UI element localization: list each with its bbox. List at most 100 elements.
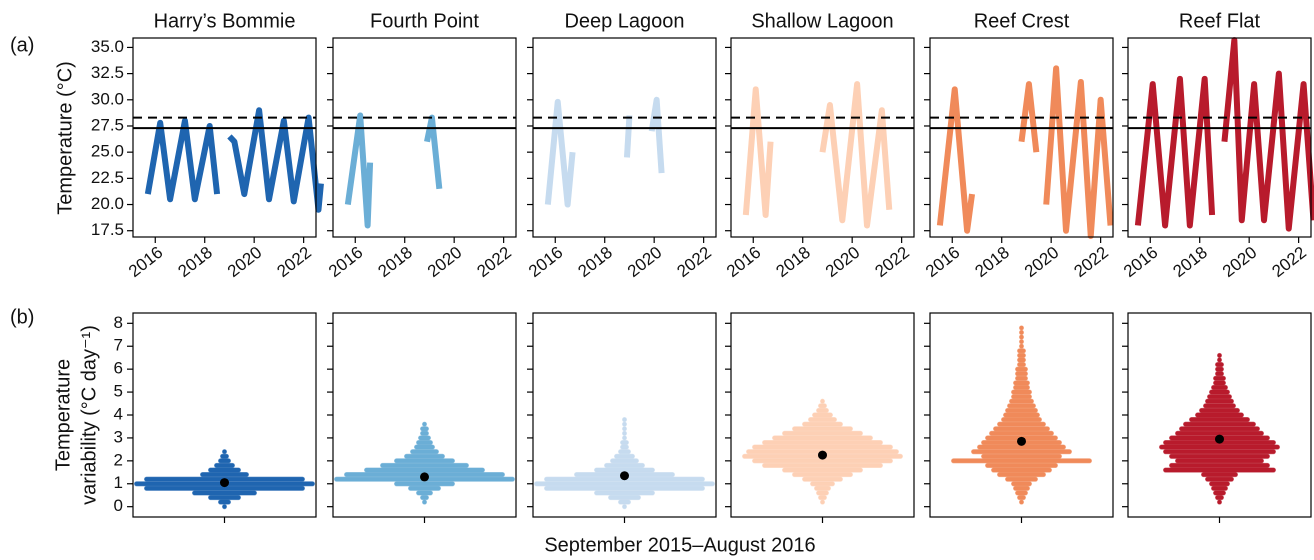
swarm-row bbox=[1215, 371, 1224, 377]
swarm-row bbox=[1013, 384, 1030, 391]
x-tick-label: 2016 bbox=[1120, 243, 1162, 281]
panel-frame bbox=[929, 312, 1114, 518]
swarm-row bbox=[594, 490, 655, 496]
x-tick-label: 2016 bbox=[525, 243, 567, 281]
swarm-row bbox=[1017, 494, 1026, 501]
x-tick-label: 2020 bbox=[1219, 243, 1261, 281]
swarm-row bbox=[1019, 334, 1024, 340]
panel-title: Harry’s Bommie bbox=[154, 10, 296, 32]
swarm-row bbox=[1163, 467, 1276, 473]
y-tick-label: 2 bbox=[114, 450, 123, 469]
y-tick-label: 6 bbox=[114, 359, 123, 378]
swarm-row bbox=[380, 462, 469, 468]
swarm-row bbox=[802, 476, 843, 482]
swarm-row bbox=[993, 426, 1050, 432]
mean-point bbox=[818, 450, 827, 460]
swarm-row bbox=[622, 435, 627, 441]
swarm-row bbox=[420, 426, 429, 432]
swarm-row bbox=[416, 490, 433, 496]
y-tick-label: 30.0 bbox=[91, 89, 124, 108]
y-axis-label: Temperature bbox=[52, 359, 74, 471]
swarm-row bbox=[820, 398, 825, 404]
swarm-row bbox=[1017, 348, 1026, 354]
x-tick-label: 2016 bbox=[325, 243, 367, 281]
swarm-row bbox=[544, 485, 705, 491]
swarm-row bbox=[618, 449, 631, 455]
mean-point bbox=[1017, 436, 1026, 446]
swarm-row bbox=[1011, 394, 1032, 400]
swarm-row bbox=[1159, 444, 1280, 450]
swarm-row bbox=[1019, 499, 1024, 505]
swarm-row bbox=[810, 481, 835, 487]
x-tick-label: 2020 bbox=[624, 243, 666, 281]
swarm-row bbox=[1217, 357, 1222, 363]
swarm-row bbox=[618, 499, 631, 505]
temperature-line bbox=[648, 96, 665, 174]
temperature-line bbox=[623, 115, 633, 158]
y-tick-label: 25.0 bbox=[91, 142, 124, 161]
swarm-row bbox=[818, 494, 827, 501]
swarm-row bbox=[1019, 339, 1024, 345]
swarm-row bbox=[534, 481, 715, 487]
panel-frame bbox=[532, 37, 717, 238]
x-tick-label: 2020 bbox=[224, 243, 266, 281]
swarm-row bbox=[394, 458, 455, 464]
swarm-row bbox=[394, 481, 455, 487]
temperature-line bbox=[819, 81, 893, 229]
x-tick-label: 2018 bbox=[574, 243, 616, 281]
x-tick-label: 2022 bbox=[673, 243, 715, 281]
swarm-row bbox=[762, 462, 883, 468]
swarm-row bbox=[364, 467, 485, 473]
swarm-row bbox=[1215, 362, 1224, 368]
swarm-row bbox=[214, 462, 235, 468]
swarm-row bbox=[1175, 458, 1264, 464]
swarm-row bbox=[422, 421, 427, 427]
panel-frame bbox=[730, 37, 915, 238]
temperature-line bbox=[227, 107, 324, 213]
mean-point bbox=[620, 471, 629, 481]
temperature-line bbox=[742, 86, 774, 219]
swarm-row bbox=[222, 449, 227, 455]
swarm-row bbox=[1217, 499, 1222, 505]
temperature-line bbox=[544, 98, 576, 208]
swarm-row bbox=[1007, 403, 1036, 409]
x-tick-label: 2018 bbox=[374, 243, 416, 281]
panel-title: Shallow Lagoon bbox=[751, 10, 893, 32]
temperature-line bbox=[344, 112, 374, 229]
swarm-row bbox=[792, 426, 853, 432]
swarm-row bbox=[782, 467, 863, 473]
swarm-row bbox=[208, 467, 241, 473]
swarm-row bbox=[816, 407, 829, 413]
y-tick-label: 4 bbox=[114, 404, 123, 423]
swarm-row bbox=[622, 417, 627, 423]
swarm-row bbox=[1189, 417, 1250, 423]
swarm-row bbox=[814, 485, 831, 491]
swarm-row bbox=[1211, 384, 1228, 391]
swarm-row bbox=[1015, 490, 1028, 496]
swarm-row bbox=[991, 467, 1052, 473]
swarm-row bbox=[1205, 476, 1234, 482]
panel-title: Deep Lagoon bbox=[564, 10, 684, 32]
swarm-row bbox=[1019, 325, 1024, 331]
swarm-row bbox=[222, 504, 227, 510]
y-tick-label: 5 bbox=[114, 382, 123, 401]
swarm-row bbox=[620, 439, 629, 446]
swarm-row bbox=[408, 485, 441, 491]
swarm-row bbox=[192, 490, 257, 496]
swarm-row bbox=[772, 435, 873, 441]
swarm-row bbox=[1209, 389, 1230, 395]
x-tick-label: 2016 bbox=[723, 243, 765, 281]
x-tick-label: 2022 bbox=[1070, 243, 1112, 281]
panel-title: Reef Crest bbox=[974, 10, 1070, 32]
y-axis-label: variability (°C day⁻¹) bbox=[78, 325, 100, 505]
mean-point bbox=[220, 478, 229, 488]
swarm-row bbox=[622, 430, 627, 436]
y-tick-label: 32.5 bbox=[91, 63, 124, 82]
swarm-row bbox=[1011, 389, 1032, 395]
x-tick-label: 2016 bbox=[922, 243, 964, 281]
swarm-row bbox=[1019, 343, 1024, 349]
swarm-row bbox=[1213, 375, 1226, 381]
y-axis-label: Temperature (°C) bbox=[54, 61, 76, 215]
swarm-row bbox=[802, 421, 843, 427]
